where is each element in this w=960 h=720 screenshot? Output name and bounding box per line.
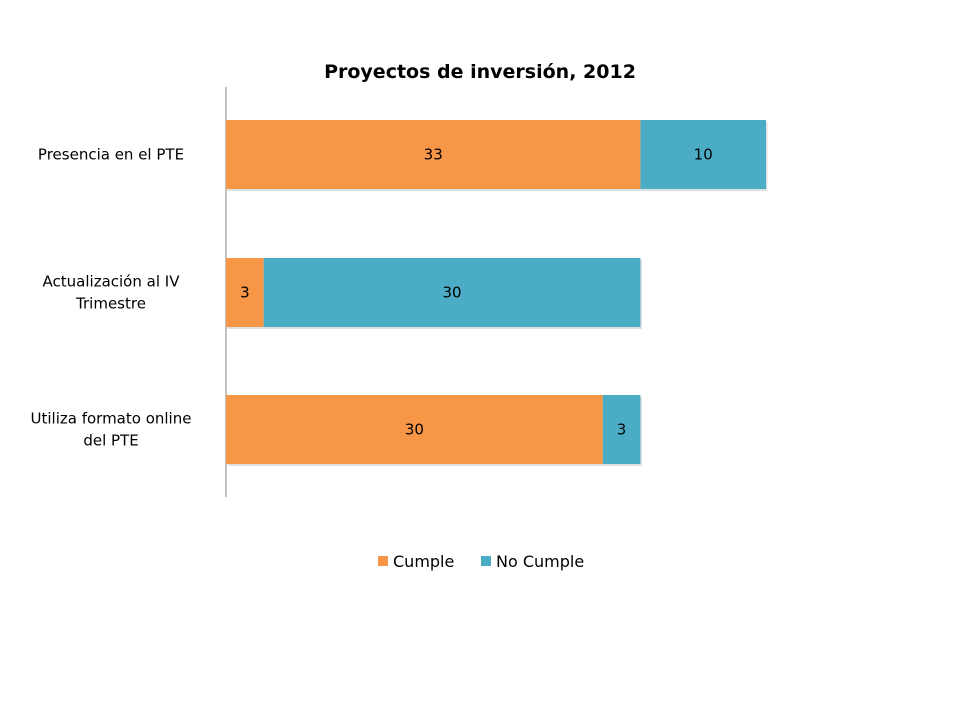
data-label-no-cumple-2: 3 bbox=[617, 421, 627, 439]
data-label-cumple-0: 33 bbox=[424, 146, 443, 164]
data-label-cumple-2: 30 bbox=[405, 421, 424, 439]
category-label-2-line-0: Utiliza formato online bbox=[31, 410, 192, 428]
category-label-1-line-1: Trimestre bbox=[75, 295, 146, 313]
category-label-0-line-0: Presencia en el PTE bbox=[38, 146, 184, 164]
category-label-1-line-0: Actualización al IV bbox=[43, 273, 181, 291]
bar-no-cumple-1 bbox=[263, 258, 641, 327]
legend: Cumple No Cumple bbox=[378, 552, 584, 571]
data-label-cumple-1: 3 bbox=[240, 284, 250, 302]
bar-no-cumple-2 bbox=[602, 395, 641, 464]
bar-no-cumple-0 bbox=[640, 120, 766, 189]
legend-swatch-no-cumple bbox=[481, 556, 491, 566]
data-label-no-cumple-1: 30 bbox=[442, 284, 461, 302]
legend-swatch-cumple bbox=[378, 556, 388, 566]
chart-title: Proyectos de inversión, 2012 bbox=[324, 61, 636, 83]
bar-cumple-2 bbox=[226, 395, 603, 464]
bars: 33 10 3 30 30 3 bbox=[226, 120, 768, 466]
bar-cumple-1 bbox=[226, 258, 264, 327]
category-label-2-line-1: del PTE bbox=[83, 432, 138, 450]
bar-cumple-0 bbox=[226, 120, 641, 189]
legend-label-cumple: Cumple bbox=[393, 552, 454, 571]
category-labels: Presencia en el PTE Actualización al IV Tr… bbox=[31, 146, 192, 450]
data-label-no-cumple-0: 10 bbox=[694, 146, 713, 164]
legend-label-no-cumple: No Cumple bbox=[496, 552, 584, 571]
